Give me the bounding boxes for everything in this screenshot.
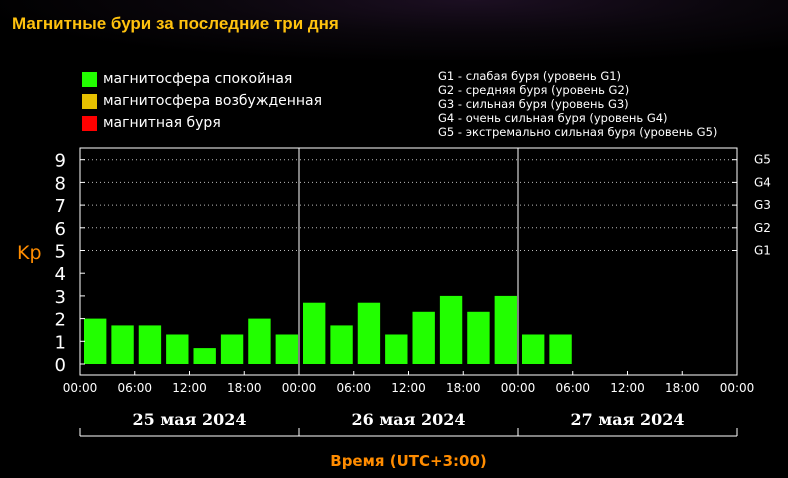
g-tick-label: G2 — [754, 221, 771, 235]
legend-label-excited: магнитосфера возбужденная — [103, 93, 323, 109]
y-axis-label: Kp — [17, 242, 42, 264]
kp-bar — [357, 302, 381, 364]
y-tick-label: 4 — [55, 264, 66, 285]
y-tick-label: 0 — [55, 355, 66, 376]
x-tick-label: 06:00 — [336, 381, 371, 395]
kp-bar — [467, 311, 490, 364]
x-tick-label: 00:00 — [720, 381, 755, 395]
y-tick-label: 6 — [55, 219, 66, 240]
legend-label-storm: магнитная буря — [103, 115, 221, 131]
kp-bar — [84, 318, 107, 364]
g-tick-label: G5 — [754, 153, 771, 167]
y-tick-label: 3 — [55, 287, 66, 308]
storm-level-g5: G5 - экстремально сильная буря (уровень … — [438, 125, 718, 139]
legend-swatch-excited — [82, 93, 97, 109]
storm-level-g4: G4 - очень сильная буря (уровень G4) — [438, 111, 668, 125]
legend-item-excited: магнитосфера возбужденная — [82, 90, 322, 112]
header-background — [0, 0, 788, 60]
kp-bar — [494, 295, 517, 364]
kp-bar — [220, 334, 244, 364]
y-tick-label: 1 — [55, 332, 66, 353]
kp-bar — [275, 334, 298, 364]
kp-bar — [522, 334, 545, 364]
x-tick-label: 18:00 — [227, 381, 262, 395]
kp-bar — [439, 295, 463, 364]
x-tick-label: 12:00 — [172, 381, 207, 395]
x-tick-label: 00:00 — [63, 381, 98, 395]
x-tick-label: 12:00 — [391, 381, 426, 395]
x-tick-label: 00:00 — [501, 381, 536, 395]
legend-item-storm: магнитная буря — [82, 112, 322, 134]
legend-swatch-storm — [82, 115, 97, 131]
g-tick-label: G3 — [754, 198, 771, 212]
y-tick-label: 8 — [55, 173, 66, 194]
kp-bar — [412, 311, 435, 364]
legend-swatch-quiet — [82, 71, 97, 87]
day-label: 27 мая 2024 — [570, 410, 684, 429]
x-tick-label: 06:00 — [117, 381, 152, 395]
kp-bar — [138, 325, 162, 364]
kp-bar — [330, 325, 353, 364]
kp-bar — [193, 348, 216, 364]
x-tick-label: 00:00 — [282, 381, 317, 395]
page-title: Магнитные бури за последние три дня — [12, 14, 339, 33]
x-tick-label: 12:00 — [610, 381, 645, 395]
y-tick-label: 7 — [55, 196, 66, 217]
day-label: 25 мая 2024 — [132, 410, 246, 429]
legend: магнитосфера спокойная магнитосфера возб… — [82, 68, 322, 134]
kp-bar — [303, 302, 326, 364]
legend-label-quiet: магнитосфера спокойная — [103, 71, 293, 87]
kp-bar — [549, 334, 572, 364]
storm-level-g3: G3 - сильная буря (уровень G3) — [438, 97, 629, 111]
kp-bar — [111, 325, 134, 364]
g-tick-label: G4 — [754, 175, 771, 189]
day-label: 26 мая 2024 — [351, 410, 465, 429]
y-tick-label: 2 — [55, 310, 66, 331]
kp-bar — [385, 334, 408, 364]
y-tick-label: 9 — [55, 151, 66, 172]
x-tick-label: 18:00 — [665, 381, 700, 395]
storm-level-g2: G2 - средняя буря (уровень G2) — [438, 83, 630, 97]
x-axis-label: Время (UTC+3:00) — [330, 452, 486, 470]
g-tick-label: G1 — [754, 244, 771, 258]
x-tick-label: 18:00 — [446, 381, 481, 395]
y-tick-label: 5 — [55, 242, 66, 263]
storm-levels-list: G1 - слабая буря (уровень G1) G2 - средн… — [438, 69, 717, 139]
kp-bar — [248, 318, 271, 364]
storm-level-g1: G1 - слабая буря (уровень G1) — [438, 69, 622, 83]
kp-bar — [166, 334, 189, 364]
x-tick-label: 06:00 — [555, 381, 590, 395]
legend-item-quiet: магнитосфера спокойная — [82, 68, 322, 90]
